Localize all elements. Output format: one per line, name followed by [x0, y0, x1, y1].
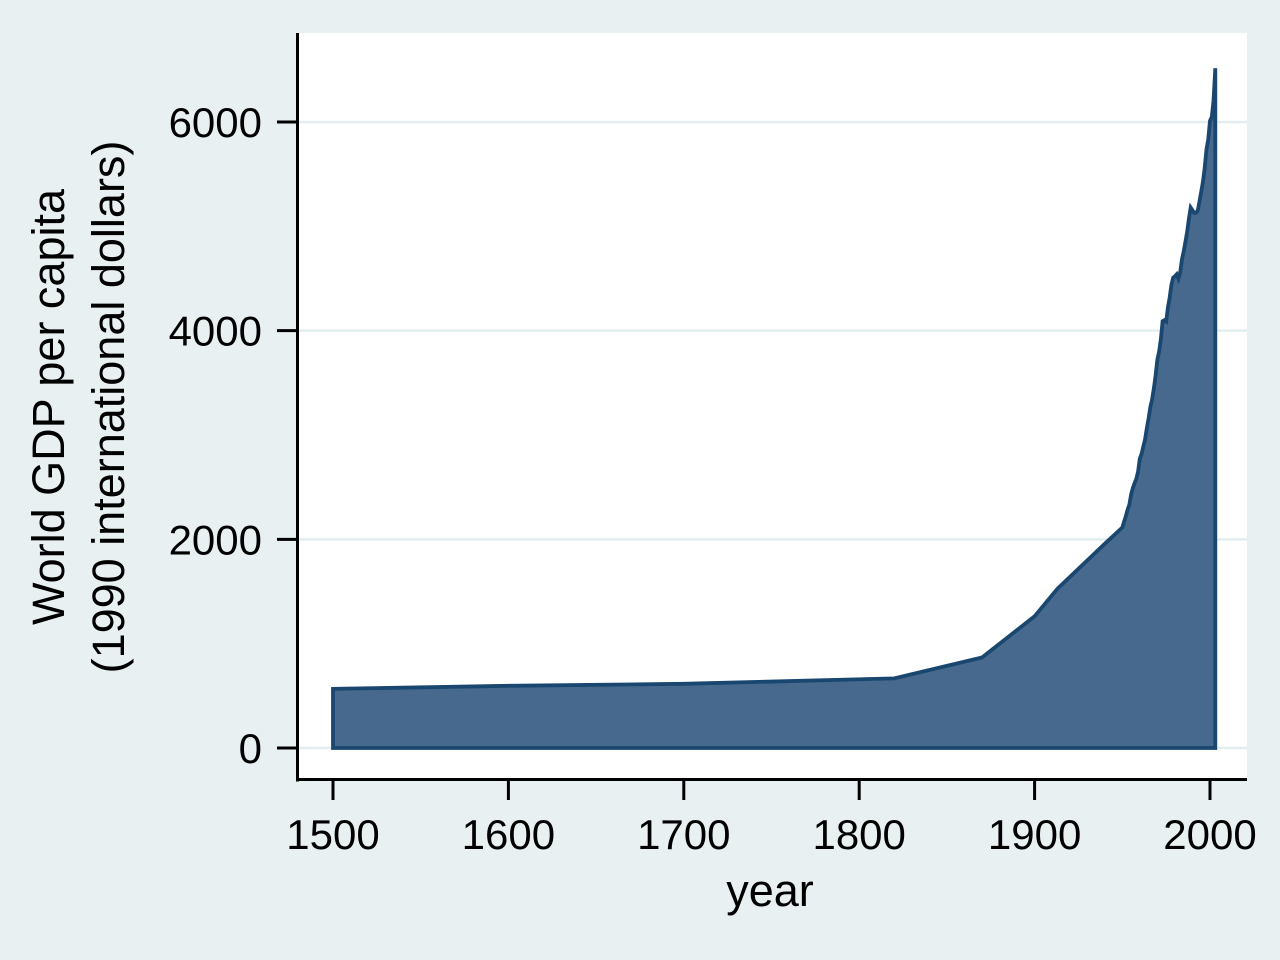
x-axis-ticks	[331, 781, 1212, 800]
y-tick-label-6000: 6000	[169, 99, 262, 146]
y-axis-ticks	[277, 120, 296, 750]
y-axis-title-line1: World GDP per capita	[23, 188, 74, 625]
x-axis-title: year	[726, 865, 814, 916]
y-axis-tick-labels: 0 2000 4000 6000	[169, 99, 262, 772]
x-tick-label-1600: 1600	[462, 811, 555, 858]
y-tick-label-0: 0	[239, 725, 262, 772]
x-tick-label-1800: 1800	[812, 811, 905, 858]
x-tick-label-2000: 2000	[1163, 811, 1256, 858]
y-tick-label-4000: 4000	[169, 308, 262, 355]
x-tick-label-1500: 1500	[286, 811, 379, 858]
area-series-world-gdp	[331, 68, 1218, 750]
y-axis-title-line2: (1990 international dollars)	[83, 141, 134, 674]
x-tick-label-1900: 1900	[988, 811, 1081, 858]
y-tick-label-2000: 2000	[169, 516, 262, 563]
x-axis-tick-labels: 1500 1600 1700 1800 1900 2000	[286, 811, 1256, 858]
x-tick-label-1700: 1700	[637, 811, 730, 858]
